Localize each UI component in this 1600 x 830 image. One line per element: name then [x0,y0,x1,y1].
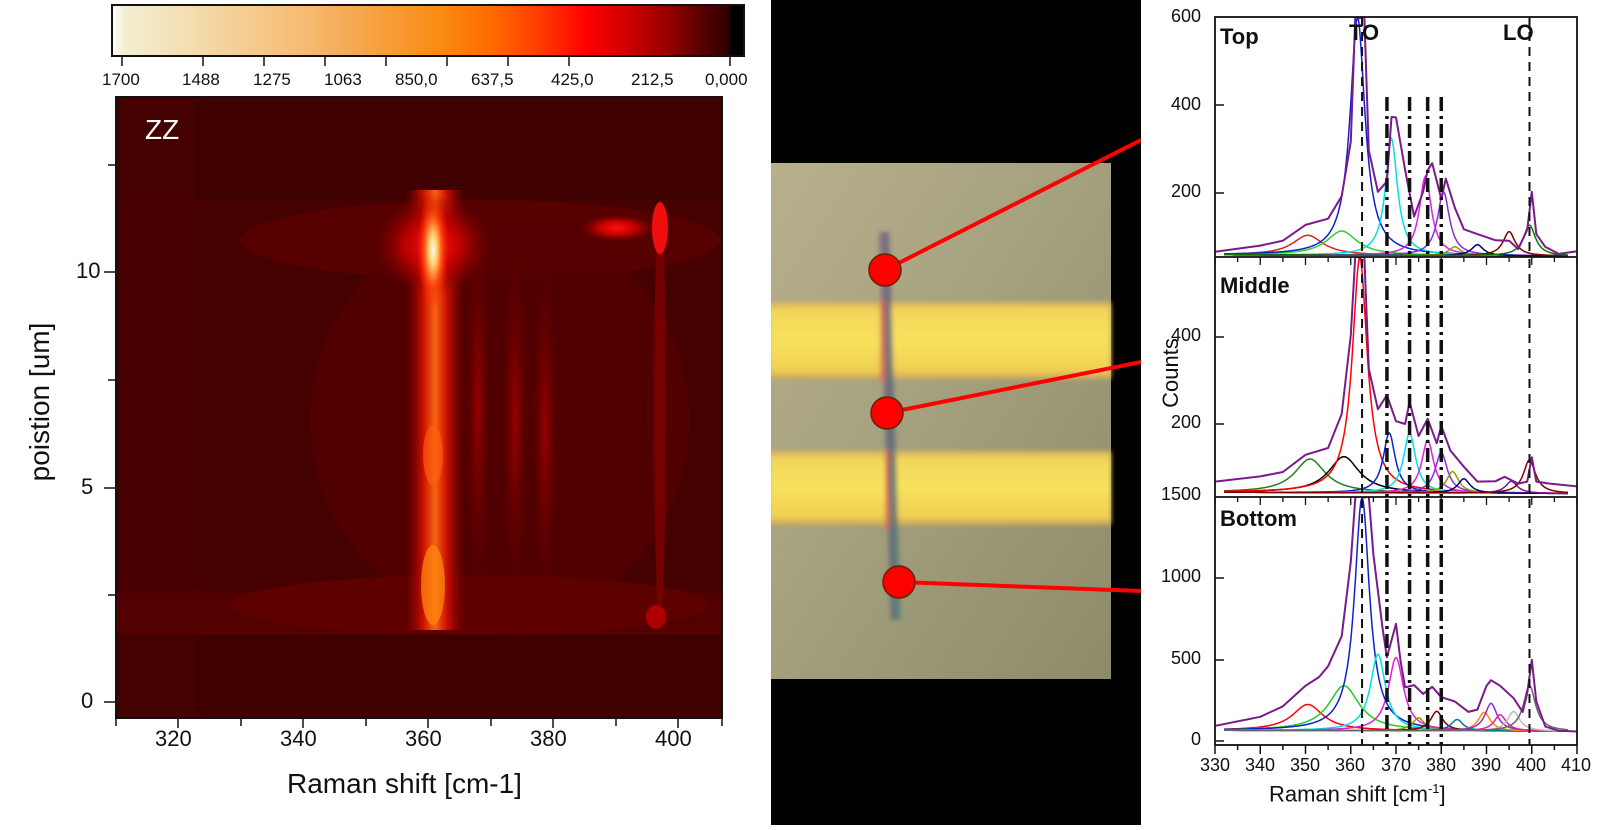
optical-image-panel [769,0,1142,825]
heatmap-xtick: 340 [280,726,317,751]
measured-spectrum [1215,17,1577,255]
spectra-frame [1214,16,1578,746]
gold-electrode-upper [769,302,1111,379]
heatmap-xtick: 380 [530,726,567,751]
spectrum-panel-2 [1215,497,1577,733]
panel-label-top: Top [1220,24,1259,49]
heatmap-panel: 1700 1488 1275 1063 850,0 637,5 425,0 21… [0,0,760,825]
xtick: 400 [1516,755,1547,775]
fit-component [1224,17,1568,257]
colorbar-tick: 1700 [102,70,140,89]
colorbar [111,4,745,57]
heatmap-image [116,97,722,718]
ytick-top: 200 [1171,181,1202,201]
heatmap-xtick: 320 [155,726,192,751]
heatmap-ytick: 5 [81,474,94,499]
mode-label-lo: LO [1503,20,1534,45]
heatmap-ylabel: poistion [um] [24,322,55,482]
ytick-middle: 400 [1171,325,1202,345]
heatmap-y-ticks [104,164,116,703]
spectra-xtick-labels: 330 340 350 360 370 380 390 400 410 [1141,755,1600,777]
xtick: 330 [1200,755,1231,775]
ytick-bottom: 500 [1171,648,1202,668]
connector-line-top [884,138,1142,272]
ytick-middle: 200 [1171,412,1202,432]
heatmap-x-ticks [115,718,723,728]
spectra-curves [1215,17,1577,733]
colorbar-tick: 1275 [253,70,291,89]
colorbar-tick: 850,0 [395,70,438,89]
fit-component [1224,684,1568,732]
spectra-panel: Top Middle Bottom TO LO 600 400 200 400 … [1141,0,1600,825]
heatmap-ytick: 0 [81,688,94,713]
xtick: 380 [1426,755,1457,775]
heatmap-ytick: 10 [76,258,101,283]
spectra-ylabel: Counts [1158,338,1183,408]
spectra-xlabel: Raman shift [cm-1] [1269,781,1446,807]
ytick-bottom: 0 [1191,729,1202,749]
micrograph-background [769,163,1111,679]
marker-middle [870,396,904,430]
colorbar-tick: 1063 [324,70,362,89]
fit-component [1224,458,1568,494]
spectra-ticks [1214,17,1578,754]
connector-line-bottom [898,580,1142,593]
colorbar-tick: 425,0 [551,70,594,89]
connector-line-middle [886,360,1142,415]
xtick: 410 [1561,755,1592,775]
measured-spectrum [1215,497,1577,733]
colorbar-tick: 0,000 [705,70,748,89]
mode-label-to: TO [1349,20,1380,45]
ytick-top: 400 [1171,94,1202,114]
spectra-svg [1214,16,1578,754]
fit-component [1224,224,1568,257]
colorbar-tick-labels: 1700 1488 1275 1063 850,0 637,5 425,0 21… [0,70,760,92]
colorbar-tick: 212,5 [631,70,674,89]
fit-component [1224,136,1568,257]
panel-label-middle: Middle [1220,273,1290,298]
colorbar-ticks [121,56,731,66]
xtick: 360 [1335,755,1366,775]
colorbar-tick: 637,5 [471,70,514,89]
panel-label-bottom: Bottom [1220,506,1297,531]
marker-top [868,253,902,287]
ytick-bottom: 1000 [1161,566,1202,586]
heatmap-xlabel: Raman shift [cm-1] [287,768,522,799]
ytick-bottom: 1500 [1161,484,1202,504]
gold-electrode-lower [769,451,1111,525]
fit-component [1224,497,1568,732]
spectrum-panel-0 [1215,17,1577,257]
xtick: 390 [1471,755,1502,775]
optical-image-svg [769,138,1142,679]
heatmap-svg [104,4,745,728]
marker-bottom [882,565,916,599]
ytick-top: 600 [1171,6,1202,26]
heatmap-xtick: 360 [405,726,442,751]
polarization-label: ZZ [145,114,180,145]
xtick: 370 [1381,755,1412,775]
xtick: 350 [1290,755,1321,775]
heatmap-xtick: 400 [655,726,692,751]
xtick: 340 [1245,755,1276,775]
heatmap-frame [115,96,723,719]
colorbar-tick: 1488 [182,70,220,89]
